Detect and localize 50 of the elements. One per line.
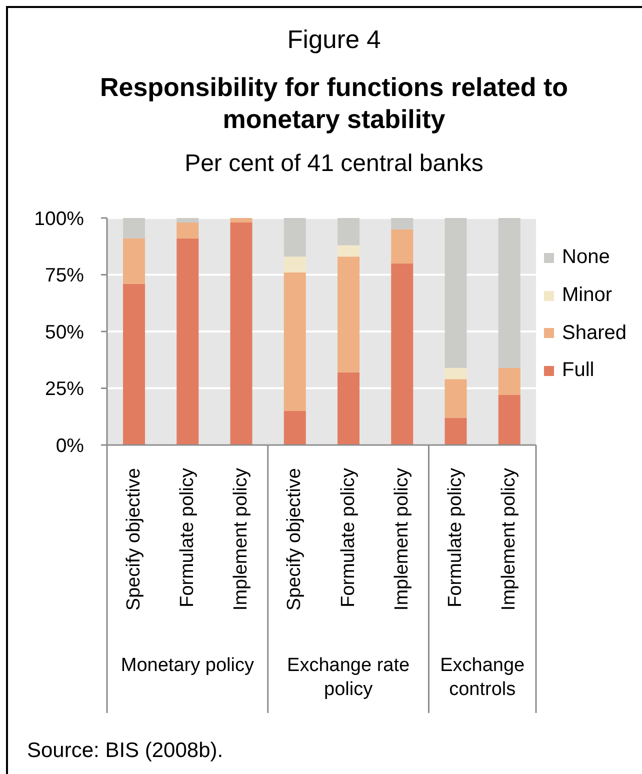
bar (391, 218, 414, 230)
bar (338, 256, 360, 372)
bar (498, 218, 520, 368)
bar (284, 256, 306, 272)
bar (338, 372, 360, 445)
chart-title: Responsibility for functions related to monetary stability (98, 71, 570, 135)
x-tick-label: Implement policy (230, 468, 252, 611)
bar (284, 218, 306, 257)
x-tick-label: Implement policy (391, 468, 412, 611)
y-tick-label: 50% (44, 321, 84, 344)
legend-label: Shared (562, 322, 626, 345)
text: Monetary policy (120, 654, 255, 678)
bar (284, 410, 306, 445)
bar (498, 368, 520, 396)
bar (230, 222, 252, 445)
bar (230, 218, 252, 223)
bar (284, 272, 306, 411)
bar (444, 218, 467, 368)
bar (123, 284, 145, 445)
x-tick-label: Formulate policy (445, 468, 466, 608)
x-tick-label: Formulate policy (338, 468, 359, 608)
x-tick-label: Implement policy (498, 468, 520, 611)
x-tick-label: Formulate policy (176, 468, 198, 608)
caption: Figure 4 (286, 25, 382, 55)
x-tick-label: Specify objective (284, 468, 306, 611)
legend-label: None (562, 246, 610, 270)
y-tick-label: 25% (44, 378, 84, 400)
bar (498, 395, 520, 445)
bar (123, 218, 145, 238)
bar (391, 229, 414, 264)
bar (176, 218, 199, 223)
text: Exchange rate policy (286, 654, 411, 702)
source-note: Source: BIS (2008b). (27, 738, 224, 763)
bar (391, 263, 414, 445)
legend-label: Full (562, 359, 594, 382)
bar (338, 218, 360, 246)
y-tick-label: 0% (56, 434, 84, 457)
y-tick-label: 100% (34, 208, 84, 230)
bar (123, 238, 145, 284)
bar (338, 245, 360, 257)
bar (444, 418, 467, 445)
bar (176, 238, 199, 445)
bar (176, 222, 199, 238)
y-tick-label: 75% (44, 264, 84, 287)
x-tick-label: Specify objective (123, 468, 144, 611)
chart-subtitle: Per cent of 41 central banks (184, 149, 484, 178)
text: Exchange controls (439, 654, 526, 702)
bar (444, 379, 467, 418)
legend-label: Minor (562, 284, 612, 308)
bar (444, 368, 467, 380)
